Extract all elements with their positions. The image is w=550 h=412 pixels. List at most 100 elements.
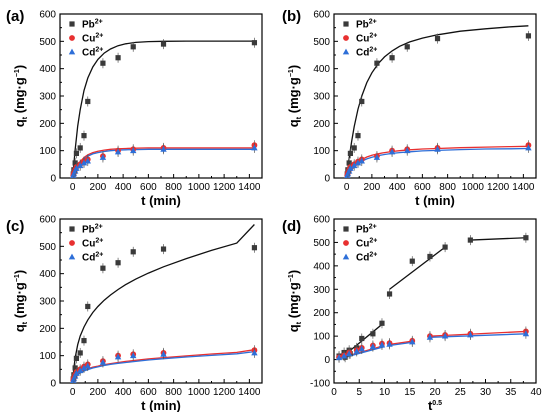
x-axis-title-main: t (min)	[415, 193, 455, 208]
plot-area	[344, 25, 532, 178]
data-point-cd	[130, 147, 137, 154]
data-point-pb	[347, 150, 354, 156]
x-tick-label: 200	[364, 182, 381, 193]
data-point-cd	[404, 147, 411, 154]
y-tick-label: 100	[313, 332, 330, 343]
y-tick-label: 0	[324, 355, 330, 366]
data-point-pb	[404, 44, 410, 50]
data-point-cd	[434, 145, 441, 152]
y-tick-label: 100	[39, 146, 56, 157]
fit-line-pb	[71, 224, 255, 383]
legend-label-main: Cu	[82, 239, 95, 250]
data-point-pb	[115, 260, 121, 266]
data-point-cd	[84, 157, 91, 164]
data-point-pb	[72, 365, 78, 371]
legend-marker-cu	[343, 35, 349, 41]
data-point-pb	[72, 160, 78, 166]
y-axis-title-sub: t	[296, 116, 303, 119]
x-tick-label: 400	[115, 387, 132, 398]
plot-area	[335, 232, 530, 363]
data-point-pb	[359, 335, 365, 342]
legend-marker-pb	[69, 226, 75, 232]
x-tick-label: 1000	[188, 387, 211, 398]
y-axis-title: qt (mg·g−1)	[12, 65, 29, 127]
fit-line-pb	[345, 25, 529, 178]
x-tick-label: 25	[455, 387, 467, 398]
x-tick-label: 0	[331, 387, 337, 398]
data-point-pb	[85, 98, 91, 105]
legend-marker-cu	[69, 240, 75, 246]
data-point-pb	[525, 33, 532, 39]
data-point-cd	[99, 359, 107, 365]
data-point-cd	[347, 165, 354, 171]
data-point-pb	[100, 265, 106, 271]
x-axis-title-main: t (min)	[141, 398, 181, 412]
y-tick-label: 600	[39, 10, 56, 21]
y-tick-label: -100	[310, 379, 330, 390]
legend-marker-cu	[343, 240, 349, 246]
data-point-pb	[434, 36, 441, 42]
legend-marker-cd	[68, 48, 76, 55]
x-axis-title-main: t (min)	[141, 193, 181, 208]
data-point-pb	[359, 98, 365, 105]
legend-label-sup: 2+	[369, 252, 377, 259]
panel-3: (d)0 5 10 15 20 25 30 35 40-10001002003004005006…	[282, 215, 542, 412]
x-tick-label: 1200	[213, 182, 236, 193]
legend-label-sup: 2+	[369, 238, 377, 245]
data-point-pb	[523, 235, 529, 241]
y-axis-title: qt (mg·g−1)	[286, 65, 303, 127]
x-tick-label: 200	[90, 182, 107, 193]
data-point-cd	[386, 340, 393, 347]
y-tick-label: 300	[313, 92, 330, 103]
legend-label-sup: 2+	[95, 33, 103, 40]
x-tick-label: 0	[70, 387, 76, 398]
y-tick-label: 100	[313, 146, 330, 157]
data-point-cd	[73, 370, 80, 376]
y-axis-title-main: q	[286, 119, 301, 127]
data-point-cd	[160, 350, 167, 357]
data-point-pb	[73, 355, 80, 361]
data-point-cd	[77, 367, 84, 374]
y-tick-label: 300	[39, 92, 56, 103]
data-point-pb	[467, 237, 473, 243]
x-tick-label: 600	[414, 182, 431, 193]
legend-label-sup: 2+	[95, 224, 103, 231]
legend-label-cd: Cd2+	[82, 47, 103, 59]
data-point-cd	[73, 165, 80, 171]
legend-marker-pb	[69, 21, 75, 27]
data-point-pb	[370, 331, 376, 337]
data-point-pb	[442, 244, 448, 250]
data-point-pb	[251, 40, 258, 46]
legend-marker-cd	[68, 253, 76, 260]
data-point-cd	[409, 338, 416, 345]
legend-label-sup: 2+	[95, 47, 103, 54]
x-tick-label: 35	[505, 387, 517, 398]
x-axis-title-sup: 0.5	[432, 400, 442, 407]
legend-label-pb: Pb2+	[82, 19, 103, 31]
x-tick-label: 1200	[487, 182, 510, 193]
x-axis-title: t (min)	[415, 193, 455, 208]
y-axis-title-unit-sup: −1	[14, 69, 21, 77]
data-point-pb	[81, 133, 87, 139]
y-tick-label: 0	[50, 174, 56, 185]
x-tick-label: 1400	[238, 182, 261, 193]
data-point-cd	[358, 345, 365, 352]
legend-label-main: Cu	[356, 239, 369, 250]
data-point-pb	[379, 320, 385, 326]
x-tick-label: 600	[140, 387, 157, 398]
data-point-cd	[114, 353, 122, 360]
y-tick-label: 300	[39, 297, 56, 308]
y-axis-title-sub: t	[22, 116, 29, 119]
y-tick-label: 400	[313, 64, 330, 75]
data-point-pb	[346, 160, 352, 166]
data-point-cd	[251, 144, 258, 151]
legend-marker-cd	[342, 48, 350, 55]
y-axis-title-main: q	[12, 119, 27, 127]
fit-segment-pb	[470, 237, 526, 241]
y-tick-label: 0	[50, 379, 56, 390]
data-point-cd	[99, 154, 107, 160]
data-point-cd	[378, 341, 386, 348]
x-axis-title: t0.5	[428, 398, 442, 412]
